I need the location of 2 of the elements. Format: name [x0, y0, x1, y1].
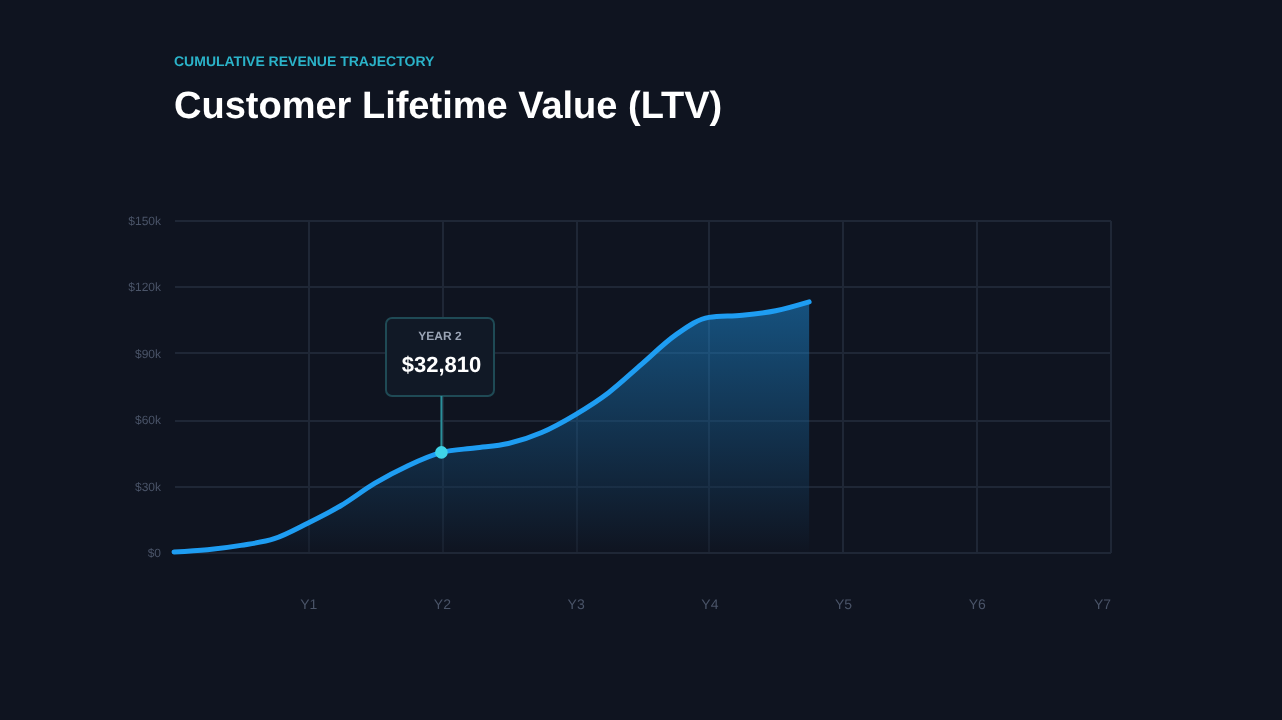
annotation: $32,810 — [401, 354, 482, 378]
chart-title: Customer Lifetime Value (LTV) — [174, 86, 723, 128]
